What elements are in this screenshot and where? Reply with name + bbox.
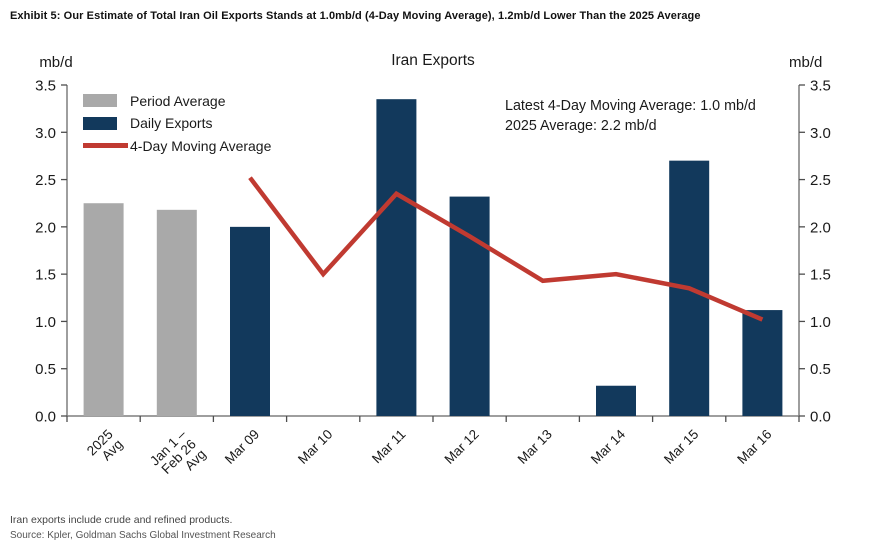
bar-mar-12 xyxy=(449,196,490,416)
x-tick-label: Mar 15 xyxy=(661,427,701,467)
y-tick-label-right: 1.0 xyxy=(810,314,831,331)
y-tick-label-right: 0.0 xyxy=(810,409,831,426)
annotation: Latest 4-Day Moving Average: 1.0 mb/d 20… xyxy=(505,96,756,136)
legend-item-moving-average: 4-Day Moving Average xyxy=(83,137,272,154)
annotation-line-2: 2025 Average: 2.2 mb/d xyxy=(505,118,657,134)
chart-title: Iran Exports xyxy=(391,52,475,69)
bar-mar-14 xyxy=(596,385,636,416)
x-tick-label: 2025Avg xyxy=(84,427,126,469)
legend-item-period-average: Period Average xyxy=(83,92,271,109)
x-tick-label: Mar 10 xyxy=(295,427,335,467)
y-tick-label-left: 3.5 xyxy=(35,78,56,95)
bar-jan-1- xyxy=(156,209,197,416)
bar-mar-16 xyxy=(742,310,783,416)
source-line: Source: Kpler, Goldman Sachs Global Inve… xyxy=(10,530,276,541)
legend-label: 4-Day Moving Average xyxy=(130,137,272,154)
y-tick-label-left: 3.0 xyxy=(35,125,56,142)
y-tick-label-left: 1.0 xyxy=(35,314,56,331)
x-tick-label: Mar 16 xyxy=(734,427,774,467)
y-axis-unit-left: mb/d xyxy=(39,54,73,71)
y-tick-label-right: 2.5 xyxy=(810,172,831,189)
y-tick-label-left: 1.5 xyxy=(35,267,56,284)
annotation-line-1: Latest 4-Day Moving Average: 1.0 mb/d xyxy=(505,98,756,114)
x-tick-label: Mar 11 xyxy=(369,427,409,467)
x-tick-label: Mar 09 xyxy=(222,427,262,467)
x-tick-label: Mar 14 xyxy=(588,426,629,467)
y-tick-label-left: 0.5 xyxy=(35,361,56,378)
x-tick-label: Mar 13 xyxy=(515,427,555,467)
y-tick-label-left: 2.5 xyxy=(35,172,56,189)
chart-footnote: Iran exports include crude and refined p… xyxy=(10,514,233,526)
y-tick-label-right: 2.0 xyxy=(810,219,831,236)
y-tick-label-right: 3.0 xyxy=(810,125,831,142)
legend: Period Average Daily Exports 4-Day Movin… xyxy=(83,92,272,162)
period-average-swatch xyxy=(83,94,117,107)
exhibit-title: Exhibit 5: Our Estimate of Total Iran Oi… xyxy=(10,10,701,22)
x-tick-label: Jan 1 –Feb 26Avg xyxy=(147,426,209,488)
legend-label: Daily Exports xyxy=(130,115,213,131)
bar-2025 xyxy=(83,203,124,416)
y-tick-label-left: 0.0 xyxy=(35,409,56,426)
y-tick-label-right: 1.5 xyxy=(810,267,831,284)
legend-label: Period Average xyxy=(130,92,226,109)
moving-average-line xyxy=(248,176,764,322)
daily-exports-swatch xyxy=(83,116,117,130)
moving-average-line-swatch xyxy=(83,143,128,148)
legend-item-daily-exports: Daily Exports xyxy=(83,115,271,131)
y-tick-label-right: 3.5 xyxy=(810,78,831,95)
y-tick-label-left: 2.0 xyxy=(35,219,56,236)
bar-mar-11 xyxy=(376,99,417,416)
y-tick-label-right: 0.5 xyxy=(810,361,831,378)
x-tick-label: Mar 12 xyxy=(441,427,481,467)
y-axis-unit-right: mb/d xyxy=(789,54,823,71)
bar-mar-09 xyxy=(230,226,270,416)
